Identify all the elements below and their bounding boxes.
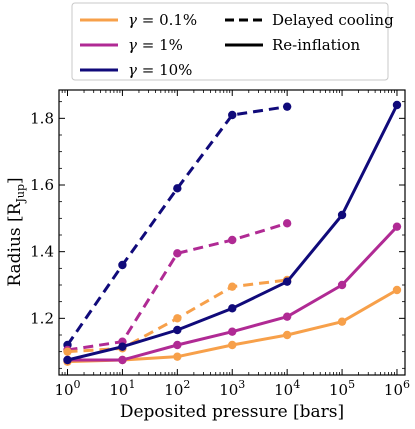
x-tick-label: 105 bbox=[329, 378, 355, 399]
y-tick-label: 1.6 bbox=[30, 176, 54, 194]
data-point bbox=[173, 352, 182, 361]
y-tick-label: 1.2 bbox=[30, 309, 54, 327]
data-point bbox=[228, 304, 237, 313]
data-point bbox=[228, 110, 237, 120]
y-tick-label: 1.8 bbox=[30, 109, 54, 127]
data-point bbox=[337, 280, 347, 290]
y-axis-label-sub: Jup bbox=[14, 184, 27, 204]
legend: γ = 0.1% γ = 1% γ = 10% Delayed cooling Re-i… bbox=[71, 2, 394, 81]
legend-label: Delayed cooling bbox=[272, 11, 394, 29]
data-point bbox=[228, 327, 237, 336]
data-point bbox=[337, 317, 347, 326]
data-point bbox=[173, 184, 182, 193]
data-point bbox=[228, 282, 237, 291]
x-tick-label: 102 bbox=[164, 378, 190, 399]
legend-box bbox=[71, 2, 389, 81]
x-tick-label: 103 bbox=[219, 378, 245, 399]
data-point bbox=[118, 342, 127, 351]
data-point bbox=[118, 355, 127, 365]
y-axis-label-close: ] bbox=[5, 177, 25, 184]
axis-ticks: 100 101 102 103 104 105 106 1.2 1.4 1.6 1.8 bbox=[30, 90, 410, 399]
data-point bbox=[228, 340, 237, 350]
data-point bbox=[282, 277, 292, 286]
series-line-dashed-0 bbox=[66, 105, 288, 346]
x-tick-label: 101 bbox=[109, 378, 135, 399]
data-point bbox=[228, 235, 237, 245]
series-group bbox=[63, 100, 402, 366]
data-point bbox=[118, 260, 127, 270]
y-axis-label: Radius [RJup] bbox=[5, 177, 27, 286]
data-point bbox=[63, 347, 72, 356]
legend-label: γ = 1% bbox=[128, 36, 183, 54]
data-point bbox=[282, 312, 292, 321]
data-point bbox=[337, 210, 347, 220]
x-tick-label: 106 bbox=[384, 378, 410, 399]
data-point bbox=[282, 102, 292, 111]
data-point bbox=[173, 340, 182, 350]
data-point bbox=[282, 219, 292, 228]
legend-label: Re-inflation bbox=[272, 36, 361, 54]
data-point bbox=[392, 285, 402, 295]
series-line-solid-5 bbox=[67, 104, 399, 362]
data-point bbox=[63, 355, 72, 365]
data-point bbox=[392, 100, 402, 110]
x-tick-label: 100 bbox=[54, 378, 80, 399]
y-tick-label: 1.4 bbox=[30, 243, 54, 261]
data-point bbox=[173, 249, 182, 258]
x-tick-label: 104 bbox=[274, 378, 300, 399]
legend-label: γ = 0.1% bbox=[128, 11, 197, 29]
series-line-solid-3 bbox=[67, 288, 398, 364]
y-axis-label-main: Radius [R bbox=[5, 201, 25, 286]
data-point bbox=[173, 325, 182, 335]
series-line-solid-4 bbox=[67, 225, 399, 362]
legend-label: γ = 10% bbox=[128, 61, 192, 79]
series-line-dashed-1 bbox=[67, 221, 288, 352]
data-point bbox=[392, 222, 402, 231]
data-point bbox=[282, 330, 292, 340]
data-point bbox=[173, 314, 182, 323]
x-axis-label: Deposited pressure [bars] bbox=[120, 402, 344, 422]
